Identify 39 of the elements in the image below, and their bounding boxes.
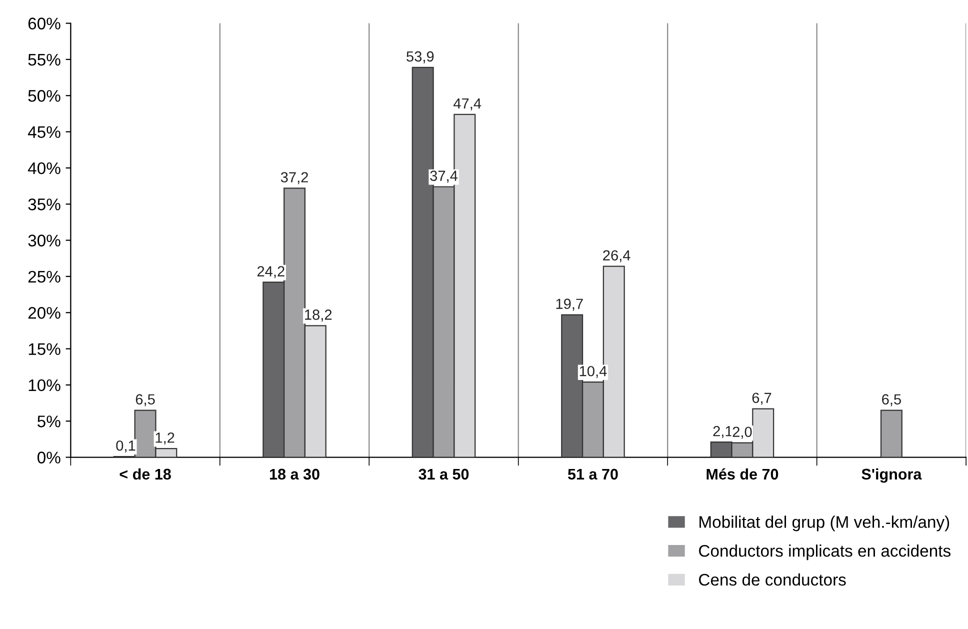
y-tick-label: 60% — [28, 18, 60, 30]
y-tick-label: 35% — [28, 198, 60, 210]
data-label: 53,9 — [406, 51, 434, 64]
data-label: 24,2 — [257, 266, 284, 278]
data-label: 2,0 — [732, 426, 752, 439]
bar — [880, 410, 902, 458]
y-tick-label: 20% — [28, 307, 60, 319]
data-label: 10,4 — [580, 366, 607, 378]
data-label: 19,7 — [556, 298, 583, 311]
data-label: 6,7 — [752, 392, 772, 405]
y-tick-label: 50% — [28, 90, 60, 102]
x-tick-label: S'ignora — [862, 468, 922, 483]
data-label: 26,4 — [603, 250, 630, 262]
legend-label: Conductors implicats en accidents — [699, 544, 950, 560]
data-label: 6,5 — [136, 394, 155, 406]
y-tick-label: 5% — [38, 416, 60, 428]
data-label: 37,4 — [430, 170, 458, 183]
data-label: 2,1 — [713, 426, 732, 438]
y-tick-label: 10% — [28, 379, 60, 392]
data-label: 37,2 — [280, 172, 308, 184]
x-tick-label: Més de 70 — [706, 468, 778, 480]
x-tick-label: 18 a 30 — [270, 468, 320, 480]
y-tick-label: 30% — [28, 234, 60, 246]
data-label: 18,2 — [305, 310, 332, 322]
x-tick-label: < de 18 — [120, 468, 171, 480]
y-tick-label: 55% — [28, 54, 60, 66]
legend-label: Cens de conductors — [699, 573, 846, 586]
data-label: 47,4 — [453, 98, 482, 110]
data-label: 0,1 — [116, 440, 136, 453]
y-tick-label: 45% — [28, 126, 60, 138]
y-tick-label: 40% — [28, 162, 60, 174]
data-label: 6,5 — [882, 394, 901, 406]
x-tick-label: 51 a 70 — [568, 468, 618, 480]
legend-label: Mobilitat del grup (M veh.-km/any) — [700, 516, 950, 532]
y-tick-label: 25% — [28, 270, 60, 283]
y-tick-label: 0% — [38, 452, 60, 464]
x-tick-label: 31 a 50 — [418, 468, 469, 480]
data-label: 1,2 — [156, 432, 174, 445]
y-tick-label: 15% — [28, 343, 60, 355]
